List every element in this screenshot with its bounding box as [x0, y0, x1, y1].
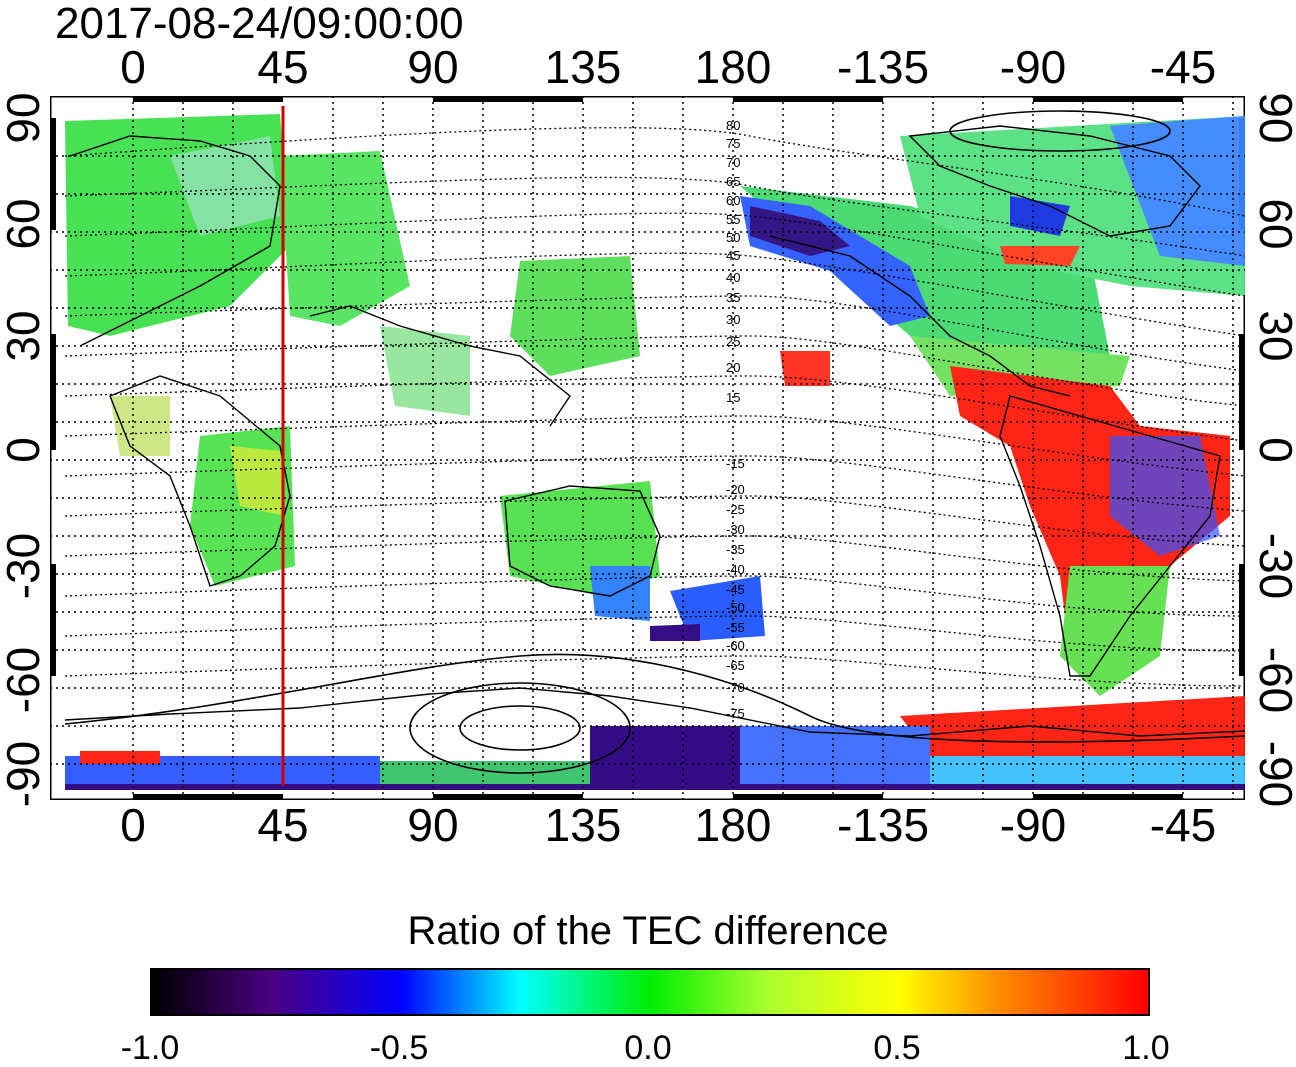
lon-bottom-label: 0: [120, 799, 146, 851]
colorbar-tick: 1.0: [1122, 1029, 1170, 1067]
lon-bottom-label: 45: [257, 799, 309, 851]
mlat-label: 65: [726, 174, 740, 189]
lat-right-label: -90: [1250, 740, 1296, 808]
mlat-label: -70: [726, 680, 745, 695]
lon-top-label: -45: [1149, 41, 1217, 93]
magnetic-contours: [64, 127, 1246, 687]
mlat-label: -75: [726, 706, 745, 721]
lon-bottom-label: -45: [1149, 799, 1217, 851]
lat-left-label: 30: [0, 310, 49, 362]
mlat-label: 45: [726, 248, 740, 263]
mlat-label: -15: [726, 456, 745, 471]
mlat-label: -65: [726, 658, 745, 673]
colorbar-tick: -0.5: [369, 1029, 429, 1067]
mlat-label: -60: [726, 638, 745, 653]
lat-right-label: 60: [1250, 198, 1296, 250]
coastlines: [64, 125, 1246, 737]
mlat-label: 30: [726, 312, 740, 327]
mlat-label: 50: [726, 230, 740, 245]
lon-top-label: 45: [257, 41, 309, 93]
lon-top-label: 0: [120, 41, 146, 93]
mlat-label: 80: [726, 118, 740, 133]
mlat-label: 20: [726, 360, 740, 375]
lon-bottom-label: 180: [694, 799, 772, 851]
lat-left-label: 90: [0, 92, 49, 144]
lat-right-label: 90: [1250, 92, 1296, 144]
lat-left-label: -60: [0, 646, 49, 714]
magnetic-pole-contours: [64, 110, 1246, 774]
lon-top-label: -90: [999, 41, 1067, 93]
mlat-label: -55: [726, 620, 745, 635]
lon-top-label: 90: [407, 41, 459, 93]
lon-bottom-label: -135: [836, 799, 930, 851]
lat-left-label: -90: [0, 740, 49, 808]
mlat-label: 15: [726, 390, 740, 405]
mlat-label: -45: [726, 582, 745, 597]
lat-right-label: 30: [1250, 310, 1296, 362]
lat-right-label: 0: [1250, 437, 1296, 463]
colorbar-tick: 0.0: [624, 1029, 672, 1067]
lon-bottom-label: -90: [999, 799, 1067, 851]
lat-left-label: -30: [0, 532, 49, 600]
colorbar: [150, 968, 1150, 1016]
lat-right-label: -30: [1250, 532, 1296, 600]
mlat-label: -50: [726, 600, 745, 615]
mlat-label: 60: [726, 193, 740, 208]
mlat-label: 25: [726, 334, 740, 349]
map-timestamp: 2017-08-24/09:00:00: [55, 0, 464, 48]
mlat-label: -40: [726, 562, 745, 577]
lon-top-label: 180: [694, 41, 772, 93]
mlat-label: 35: [726, 290, 740, 305]
mlat-label: -20: [726, 482, 745, 497]
lon-top-label: -135: [836, 41, 930, 93]
mlat-label: 40: [726, 270, 740, 285]
lon-top-label: 135: [544, 41, 622, 93]
magnetic-latitude-labels: 80 75 70 65 60 55 50 45 40 35 30 25 20 1…: [726, 118, 745, 721]
mlat-label: 75: [726, 136, 740, 151]
mlat-label: 55: [726, 212, 740, 227]
mlat-label: 70: [726, 155, 740, 170]
lon-bottom-label: 90: [407, 799, 459, 851]
colorbar-tick: -1.0: [120, 1029, 180, 1067]
graticule: [50, 96, 1245, 800]
mlat-label: -35: [726, 542, 745, 557]
colorbar-tick: 0.5: [873, 1029, 921, 1067]
lat-left-label: 60: [0, 198, 49, 250]
tec-map: 80 75 70 65 60 55 50 45 40 35 30 25 20 1…: [48, 94, 1247, 802]
lat-left-label: 0: [0, 437, 49, 463]
mlat-label: -30: [726, 522, 745, 537]
colorbar-title: Ratio of the TEC difference: [407, 909, 889, 953]
lon-bottom-label: 135: [544, 799, 622, 851]
tec-map-svg: 80 75 70 65 60 55 50 45 40 35 30 25 20 1…: [48, 94, 1247, 802]
mlat-label: -25: [726, 502, 745, 517]
lat-right-label: -60: [1250, 646, 1296, 714]
